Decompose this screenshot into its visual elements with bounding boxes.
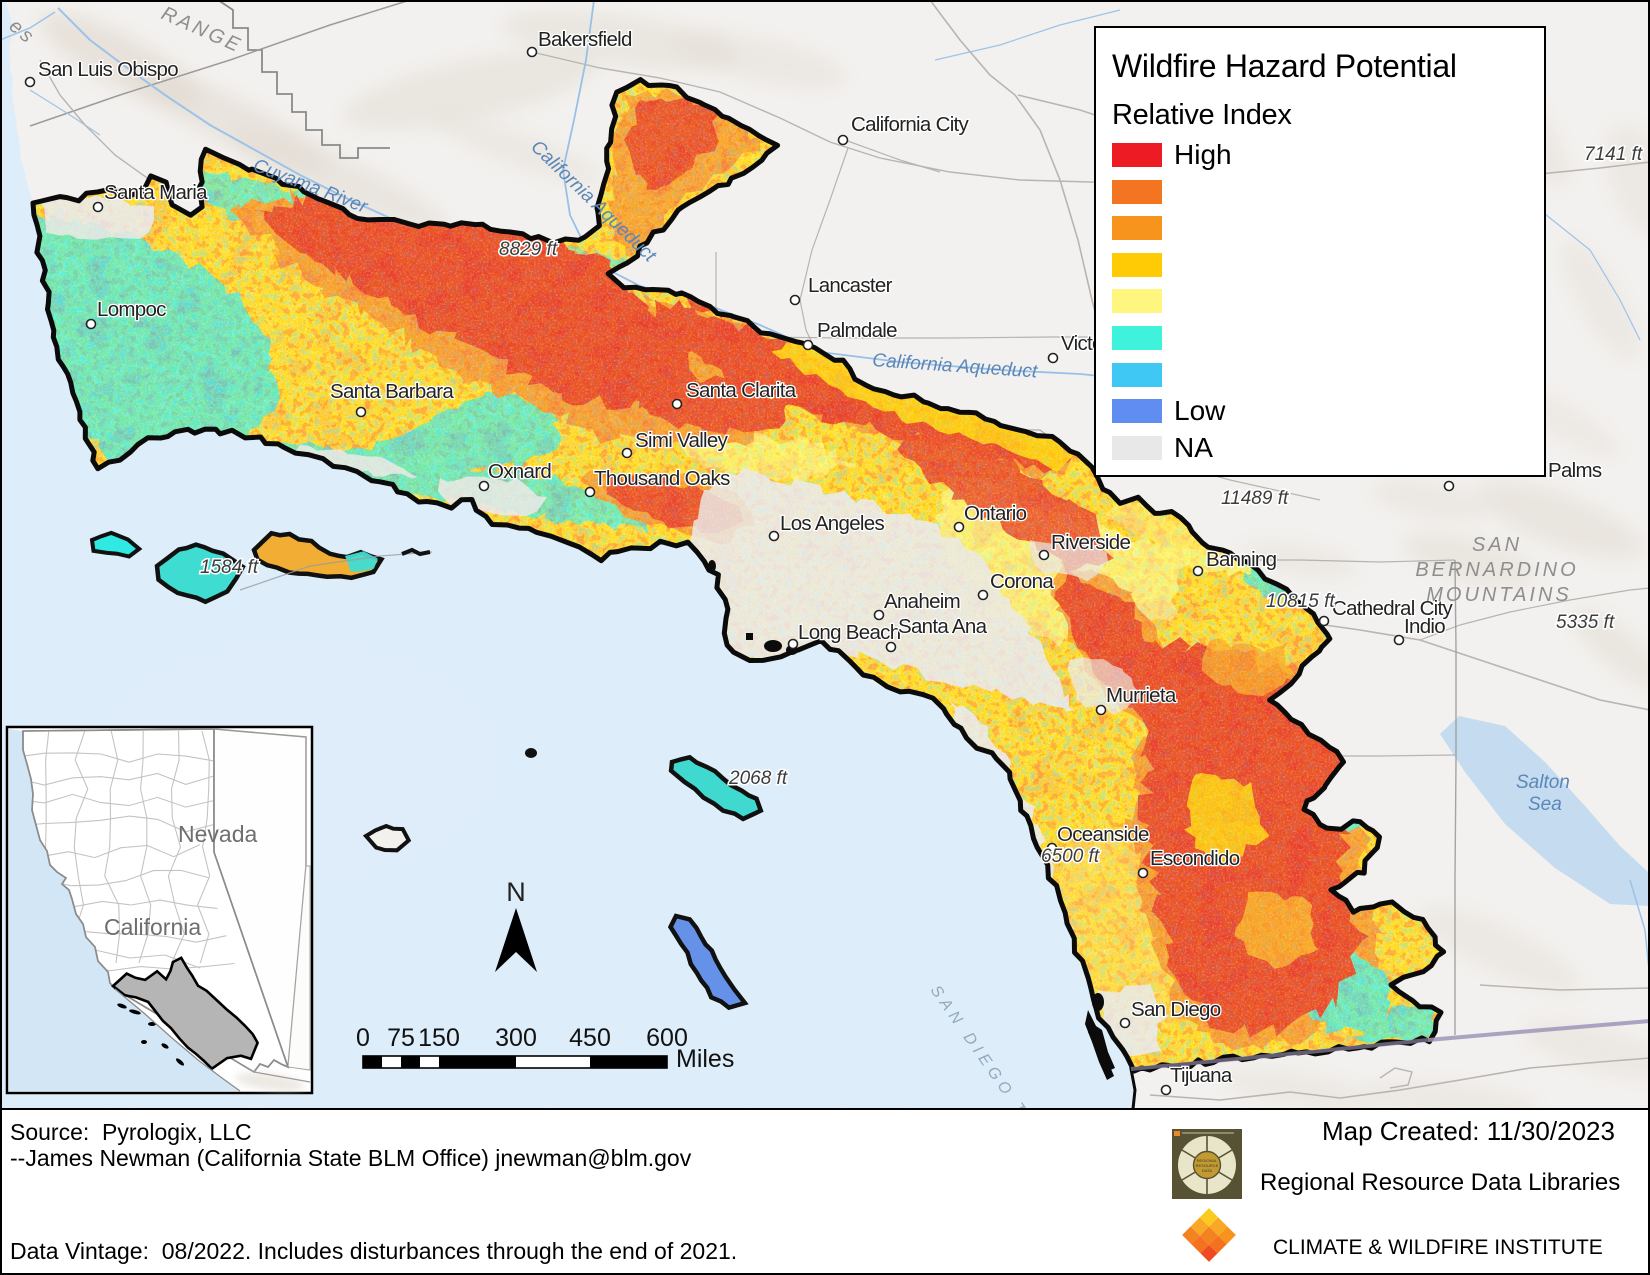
svg-text:Oceanside: Oceanside: [1057, 823, 1149, 846]
svg-text:Ontario: Ontario: [964, 502, 1027, 525]
svg-text:5335 ft: 5335 ft: [1556, 612, 1615, 633]
svg-text:Tijuana: Tijuana: [1170, 1064, 1233, 1087]
svg-text:1584 ft: 1584 ft: [200, 557, 259, 578]
svg-text:0: 0: [356, 1024, 370, 1052]
svg-text:2068 ft: 2068 ft: [728, 768, 788, 789]
svg-text:Miles: Miles: [676, 1045, 734, 1073]
svg-text:Oxnard: Oxnard: [488, 460, 551, 483]
svg-text:Lompoc: Lompoc: [97, 298, 166, 321]
svg-text:Escondido: Escondido: [1150, 847, 1240, 870]
svg-text:N: N: [506, 877, 526, 907]
svg-text:RESOURCE: RESOURCE: [1196, 1163, 1219, 1168]
svg-text:Bakersfield: Bakersfield: [538, 28, 632, 51]
svg-text:Nevada: Nevada: [178, 821, 257, 847]
svg-text:Santa Barbara: Santa Barbara: [330, 380, 454, 403]
svg-text:REGIONAL: REGIONAL: [1197, 1158, 1218, 1163]
svg-text:California City: California City: [851, 113, 970, 136]
svg-text:600: 600: [646, 1024, 688, 1052]
svg-text:California: California: [104, 914, 201, 940]
svg-text:Santa Clarita: Santa Clarita: [686, 379, 797, 402]
svg-text:San Diego: San Diego: [1131, 998, 1221, 1021]
svg-text:Corona: Corona: [990, 570, 1054, 593]
svg-text:Palmdale: Palmdale: [817, 319, 897, 342]
svg-text:Indio: Indio: [1404, 615, 1445, 638]
svg-text:Thousand Oaks: Thousand Oaks: [594, 467, 730, 490]
svg-text:MOUNTAINS: MOUNTAINS: [1426, 584, 1572, 606]
svg-text:150: 150: [418, 1024, 460, 1052]
svg-text:Cathedral City: Cathedral City: [1332, 597, 1454, 620]
svg-text:Sea: Sea: [1528, 794, 1562, 815]
svg-text:10815 ft: 10815 ft: [1266, 591, 1335, 612]
svg-text:6500 ft: 6500 ft: [1041, 846, 1100, 867]
svg-text:Long Beach: Long Beach: [798, 621, 901, 644]
svg-text:Salton: Salton: [1516, 772, 1570, 793]
svg-text:75: 75: [387, 1024, 415, 1052]
svg-text:7141 ft: 7141 ft: [1584, 144, 1643, 165]
svg-text:8829 ft: 8829 ft: [499, 239, 558, 260]
svg-text:450: 450: [569, 1024, 611, 1052]
svg-text:BERNARDINO: BERNARDINO: [1415, 559, 1578, 581]
svg-text:San Luis Obispo: San Luis Obispo: [38, 58, 178, 81]
svg-text:Simi Valley: Simi Valley: [635, 429, 729, 452]
svg-text:Banning: Banning: [1206, 548, 1277, 571]
svg-text:Palms: Palms: [1548, 459, 1602, 482]
svg-text:Santa Maria: Santa Maria: [104, 181, 208, 204]
svg-text:300: 300: [495, 1024, 537, 1052]
svg-text:DATA: DATA: [1202, 1168, 1212, 1173]
svg-text:SAN: SAN: [1472, 534, 1522, 556]
svg-text:Anaheim: Anaheim: [884, 590, 960, 613]
svg-text:11489 ft: 11489 ft: [1221, 488, 1289, 509]
svg-text:Los Angeles: Los Angeles: [780, 512, 884, 535]
svg-text:Riverside: Riverside: [1051, 531, 1130, 554]
svg-text:Santa Ana: Santa Ana: [898, 615, 988, 638]
svg-text:Murrieta: Murrieta: [1106, 684, 1177, 707]
svg-text:Lancaster: Lancaster: [808, 274, 893, 297]
